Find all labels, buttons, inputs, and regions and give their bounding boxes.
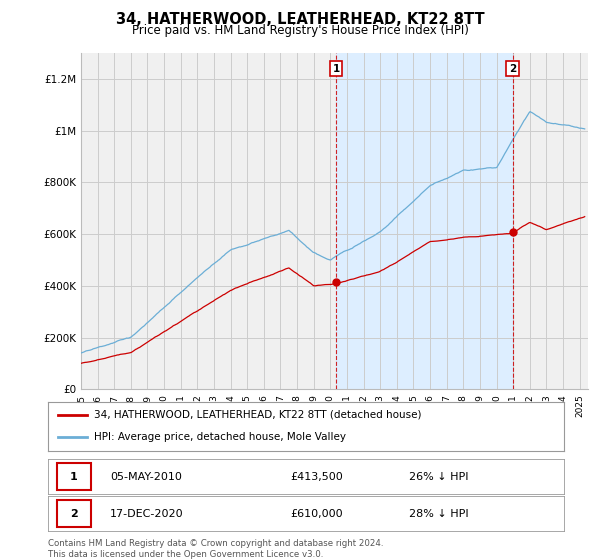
Text: 17-DEC-2020: 17-DEC-2020 [110,508,184,519]
Bar [336,53,512,389]
Text: 28% ↓ HPI: 28% ↓ HPI [409,508,469,519]
FancyBboxPatch shape [57,500,91,527]
Text: 26% ↓ HPI: 26% ↓ HPI [409,472,469,482]
Text: Contains HM Land Registry data © Crown copyright and database right 2024.
This d: Contains HM Land Registry data © Crown c… [48,539,383,559]
Text: £610,000: £610,000 [290,508,343,519]
Text: 34, HATHERWOOD, LEATHERHEAD, KT22 8TT (detached house): 34, HATHERWOOD, LEATHERHEAD, KT22 8TT (d… [94,410,422,420]
Text: £413,500: £413,500 [290,472,343,482]
Text: 2: 2 [509,64,516,74]
Text: 2: 2 [70,508,78,519]
Text: 1: 1 [70,472,78,482]
Text: Price paid vs. HM Land Registry's House Price Index (HPI): Price paid vs. HM Land Registry's House … [131,24,469,36]
FancyBboxPatch shape [57,463,91,490]
Text: 05-MAY-2010: 05-MAY-2010 [110,472,182,482]
Text: 34, HATHERWOOD, LEATHERHEAD, KT22 8TT: 34, HATHERWOOD, LEATHERHEAD, KT22 8TT [116,12,484,27]
Text: HPI: Average price, detached house, Mole Valley: HPI: Average price, detached house, Mole… [94,432,346,442]
Text: 1: 1 [332,64,340,74]
